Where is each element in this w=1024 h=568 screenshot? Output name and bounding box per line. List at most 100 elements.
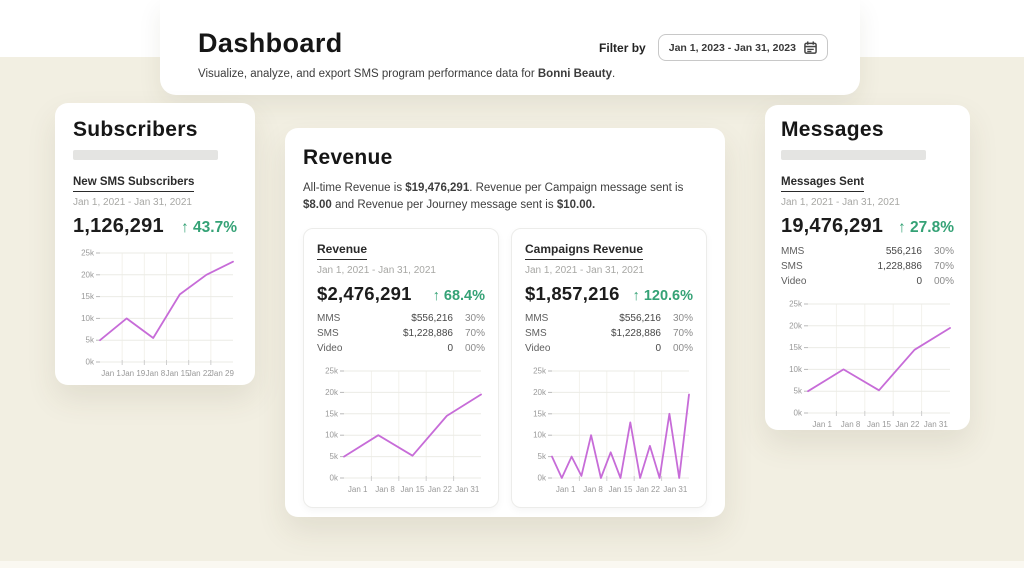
revenue-subcard-value: $2,476,291 [317,282,412,304]
subscribers-date-range: Jan 1, 2021 - Jan 31, 2021 [73,197,192,208]
messages-metric-label: Messages Sent [781,176,865,192]
page-title: Dashboard [198,28,343,58]
svg-text:Jan 15: Jan 15 [608,485,633,494]
svg-text:5k: 5k [794,387,803,396]
svg-text:Jan 22: Jan 22 [188,369,213,378]
stat-row-sms: SMS $1,228,886 70% [525,327,693,339]
filter-by-label: Filter by [599,40,646,55]
svg-text:Jan 31: Jan 31 [455,485,480,494]
svg-text:Jan 1: Jan 1 [812,420,832,429]
campaigns-revenue-value: $1,857,216 [525,282,620,304]
svg-text:5k: 5k [538,452,547,461]
svg-text:15k: 15k [789,343,803,352]
svg-text:20k: 20k [533,387,547,396]
svg-text:15k: 15k [533,409,547,418]
svg-text:Jan 22: Jan 22 [428,485,453,494]
stat-row-video: Video 0 00% [781,276,954,287]
revenue-subcards: Revenue Jan 1, 2021 - Jan 31, 2021 $2,47… [303,227,707,508]
subscribers-value-row: 1,126,291 ↑ 43.7% [73,215,237,238]
revenue-subcard: Revenue Jan 1, 2021 - Jan 31, 2021 $2,47… [303,227,499,508]
subscribers-value: 1,126,291 [73,215,164,237]
subscribers-change: ↑ 43.7% [180,219,237,236]
subtitle-text: Visualize, analyze, and export SMS progr… [198,68,538,80]
svg-text:Jan 29: Jan 29 [210,369,235,378]
svg-text:15k: 15k [325,409,339,418]
all-time-revenue-value: $19,476,291 [405,182,470,194]
messages-value-row: 19,476,291 ↑ 27.8% [781,215,954,238]
svg-text:Jan 22: Jan 22 [895,420,920,429]
svg-text:25k: 25k [789,300,803,309]
svg-text:0k: 0k [794,409,803,418]
svg-text:25k: 25k [325,366,339,375]
svg-text:Jan 22: Jan 22 [636,485,661,494]
up-arrow-icon: ↑ [897,219,906,236]
messages-value: 19,476,291 [781,215,884,237]
stat-row-video: Video 0 00% [525,342,693,354]
subscribers-metric-label: New SMS Subscribers [73,176,195,192]
stat-row-sms: SMS $1,228,886 70% [317,327,485,339]
stat-row-mms: MMS $556,216 30% [317,312,485,324]
stat-row-video: Video 0 00% [317,342,485,354]
svg-text:10k: 10k [789,365,803,374]
subtitle-period: . [611,68,616,80]
svg-text:20k: 20k [81,270,95,279]
messages-change: ↑ 27.8% [897,219,954,236]
svg-text:Jan 8: Jan 8 [583,485,603,494]
revenue-chart: 0k 5k 10k 15k 20k 25k Jan 1 Jan 8 Jan 15 Jan 22 Ja… [325,366,482,494]
svg-text:5k: 5k [86,336,95,345]
date-range-value: Jan 1, 2023 - Jan 31, 2023 [668,41,796,54]
svg-text:Jan 31: Jan 31 [924,420,949,429]
revenue-per-campaign-value: $8.00 [303,199,332,212]
revenue-description: All-time Revenue is $19,476,291. Revenue… [303,182,684,212]
revenue-subcard-change: ↑ 68.4% [432,287,485,304]
stat-row-mms: MMS $556,216 30% [525,312,693,324]
svg-text:Jan 15: Jan 15 [400,485,425,494]
bottom-strip [0,561,1024,568]
revenue-card: Revenue All-time Revenue is $19,476,291.… [285,128,725,517]
svg-text:0k: 0k [538,473,547,482]
subscribers-title: Subscribers [73,118,198,141]
revenue-subcard-date-range: Jan 1, 2021 - Jan 31, 2021 [317,264,436,276]
svg-text:25k: 25k [81,249,95,258]
date-range-picker[interactable]: Jan 1, 2023 - Jan 31, 2023 [657,34,828,61]
svg-text:Jan 1: Jan 1 [348,485,368,494]
svg-text:Jan 1: Jan 1 [556,485,576,494]
up-arrow-icon: ↑ [432,287,440,304]
messages-chart: 0k 5k 10k 15k 20k 25k Jan 1 Jan 8 Jan 15 Jan 22 Ja… [789,300,951,429]
campaigns-revenue-chart: 0k 5k 10k 15k 20k 25k Jan 1 Jan 8 Jan 15 Jan 22 Ja… [533,366,690,494]
revenue-title: Revenue [303,146,393,169]
up-arrow-icon: ↑ [632,287,640,304]
svg-text:0k: 0k [330,473,339,482]
svg-text:Jan 8: Jan 8 [841,420,861,429]
campaigns-revenue-title: Campaigns Revenue [525,242,644,260]
svg-text:25k: 25k [533,366,547,375]
svg-text:Jan 8: Jan 8 [375,485,395,494]
filter-controls: Filter by Jan 1, 2023 - Jan 31, 2023 [599,34,828,61]
subscribers-card: Subscribers New SMS Subscribers Jan 1, 2… [55,103,255,385]
calendar-icon [804,41,817,54]
svg-text:0k: 0k [86,358,95,367]
campaigns-revenue-subcard: Campaigns Revenue Jan 1, 2021 - Jan 31, … [511,227,707,508]
messages-title: Messages [781,118,884,141]
revenue-subcard-title: Revenue [317,242,368,260]
up-arrow-icon: ↑ [180,219,189,236]
svg-text:20k: 20k [789,321,803,330]
title-underline-bar [781,150,926,160]
svg-text:Jan 1: Jan 1 [101,369,121,378]
revenue-per-journey-value: $10.00. [556,199,596,212]
messages-date-range: Jan 1, 2021 - Jan 31, 2021 [781,197,900,208]
campaigns-revenue-date-range: Jan 1, 2021 - Jan 31, 2021 [525,264,644,276]
messages-card: Messages Messages Sent Jan 1, 2021 - Jan… [765,105,970,430]
svg-text:Jan 8: Jan 8 [146,369,166,378]
svg-text:10k: 10k [81,314,95,323]
title-underline-bar [73,150,218,160]
svg-text:Jan 31: Jan 31 [663,485,688,494]
stat-row-mms: MMS 556,216 30% [781,246,954,257]
svg-text:Jan 15: Jan 15 [867,420,892,429]
svg-text:20k: 20k [325,387,339,396]
header-card: Dashboard Visualize, analyze, and export… [160,0,860,95]
svg-text:10k: 10k [533,430,547,439]
stat-row-sms: SMS 1,228,886 70% [781,261,954,272]
